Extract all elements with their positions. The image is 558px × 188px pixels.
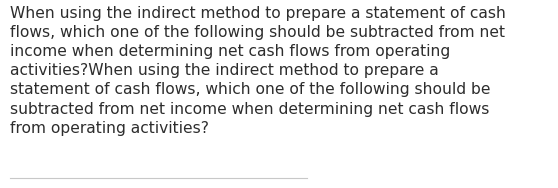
Text: When using the indirect method to prepare a statement of cash
flows, which one o: When using the indirect method to prepar… [10,6,506,136]
